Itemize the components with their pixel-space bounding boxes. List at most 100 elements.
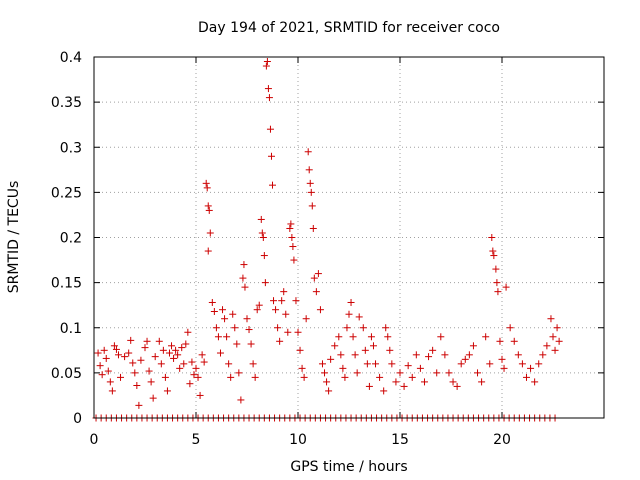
data-point xyxy=(349,333,357,341)
data-point xyxy=(258,229,266,237)
data-point xyxy=(205,206,213,214)
data-point xyxy=(196,391,204,399)
data-point xyxy=(321,369,329,377)
data-point xyxy=(469,342,477,350)
y-tick-label: 0.35 xyxy=(51,95,82,111)
y-tick-label: 0.1 xyxy=(60,321,82,337)
data-point xyxy=(282,310,290,318)
data-point xyxy=(555,337,563,345)
data-point xyxy=(327,355,335,363)
data-point xyxy=(143,337,151,345)
data-point xyxy=(404,362,412,370)
data-point xyxy=(302,315,310,323)
data-point xyxy=(290,256,298,264)
data-point xyxy=(488,234,496,241)
data-point xyxy=(255,301,263,309)
data-point xyxy=(478,378,486,386)
data-point xyxy=(170,354,178,362)
data-point xyxy=(547,315,555,323)
data-point xyxy=(382,324,390,332)
data-point xyxy=(112,345,120,353)
data-point xyxy=(155,337,163,345)
data-point xyxy=(367,333,375,341)
data-point xyxy=(392,378,400,386)
y-axis-ticks: 0 0.05 0.1 0.15 0.2 0.25 0.3 0.35 0.4 xyxy=(51,50,604,427)
data-point xyxy=(239,274,247,282)
y-tick-label: 0.4 xyxy=(60,50,82,66)
data-point xyxy=(176,364,184,372)
y-tick-label: 0.15 xyxy=(51,276,82,292)
data-point xyxy=(240,261,248,269)
y-tick-label: 0 xyxy=(73,411,82,427)
data-point xyxy=(198,351,206,359)
data-point xyxy=(186,380,194,388)
data-point xyxy=(280,288,288,296)
data-point xyxy=(396,369,404,377)
y-axis-label: SRMTID / TECUs xyxy=(6,181,22,294)
data-point xyxy=(388,360,396,368)
data-point xyxy=(233,340,241,348)
data-point xyxy=(310,274,318,282)
data-point xyxy=(159,346,167,354)
data-point xyxy=(203,184,211,192)
data-point xyxy=(351,351,359,359)
data-point xyxy=(266,125,274,133)
data-point xyxy=(331,342,339,350)
data-point xyxy=(386,346,394,354)
data-point xyxy=(94,349,102,357)
data-point xyxy=(298,364,306,372)
data-point xyxy=(308,202,316,210)
data-point xyxy=(137,356,145,364)
data-point xyxy=(270,297,278,305)
data-point xyxy=(129,359,137,367)
data-point xyxy=(272,306,280,314)
data-point xyxy=(437,333,445,341)
data-point xyxy=(531,378,539,386)
data-point xyxy=(208,298,216,306)
data-point xyxy=(178,344,186,352)
data-point xyxy=(98,371,106,379)
data-point xyxy=(110,342,118,350)
data-point xyxy=(287,220,295,228)
data-point xyxy=(416,364,424,372)
data-point xyxy=(247,340,255,348)
data-point xyxy=(135,401,143,409)
data-point xyxy=(294,328,302,336)
data-point xyxy=(335,333,343,341)
data-point xyxy=(400,382,408,390)
data-point xyxy=(314,270,322,278)
data-point xyxy=(496,337,504,345)
data-point xyxy=(253,306,261,314)
data-point xyxy=(194,373,202,381)
data-point xyxy=(465,351,473,359)
data-point xyxy=(157,360,165,368)
data-point xyxy=(121,353,129,361)
data-point xyxy=(269,181,276,189)
data-point xyxy=(339,364,347,372)
data-point xyxy=(168,342,176,350)
data-point xyxy=(429,346,437,354)
data-point xyxy=(235,369,243,377)
data-point xyxy=(259,234,267,241)
data-point xyxy=(241,283,249,291)
data-point xyxy=(106,378,114,386)
data-point xyxy=(361,346,369,354)
y-tick-label: 0.05 xyxy=(51,366,82,382)
data-point xyxy=(104,367,112,375)
data-point xyxy=(117,373,125,381)
data-point xyxy=(353,369,361,377)
data-point xyxy=(288,234,296,241)
data-point xyxy=(204,202,212,210)
data-point xyxy=(318,360,326,368)
data-point xyxy=(260,252,268,260)
data-point xyxy=(510,337,518,345)
data-point xyxy=(453,382,461,390)
data-point xyxy=(257,215,265,223)
data-point xyxy=(145,367,153,375)
data-point xyxy=(412,351,420,359)
data-point xyxy=(245,326,253,334)
data-point xyxy=(278,297,286,305)
data-point xyxy=(262,62,270,70)
x-tick-label: 10 xyxy=(289,432,307,448)
